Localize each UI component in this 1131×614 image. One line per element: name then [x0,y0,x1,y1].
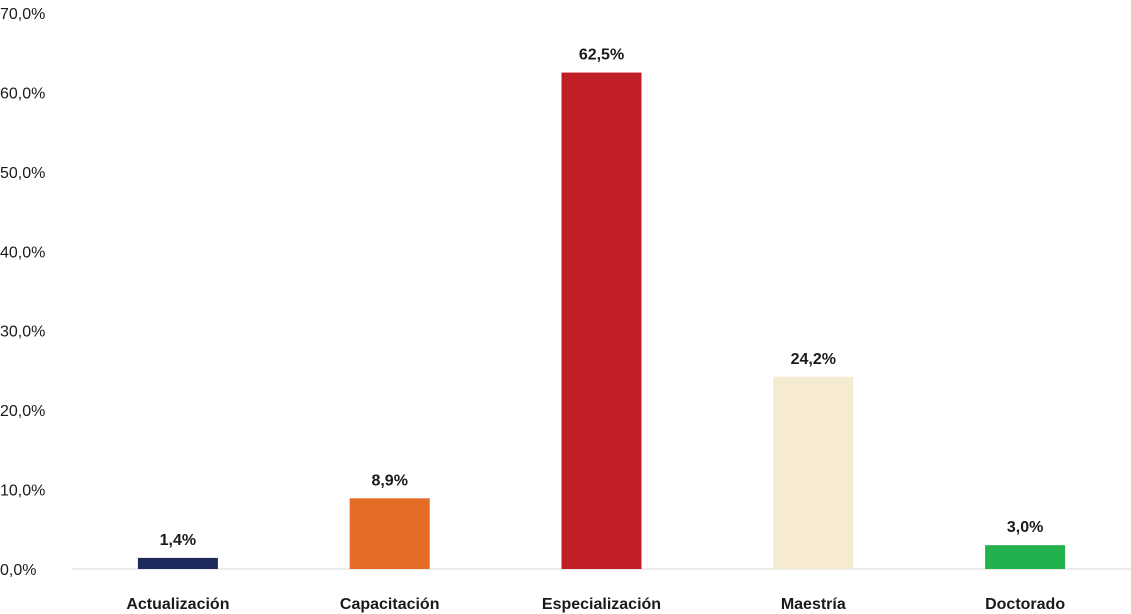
bar [137,557,218,569]
x-tick-label: Maestría [781,596,846,613]
y-axis: 0,0% 10,0% 20,0% 30,0% 40,0% 50,0% 60,0% 70,0% [0,6,45,579]
x-tick-label: Actualización [126,596,229,613]
x-tick-label: Especialización [542,596,661,613]
bar [773,376,854,569]
y-tick-label: 50,0% [0,165,45,182]
y-tick-label: 10,0% [0,483,45,500]
bar [561,72,642,570]
data-label: 3,0% [1007,519,1043,536]
bars [137,72,1066,570]
y-tick-label: 20,0% [0,403,45,420]
data-labels: 1,4% 8,9% 62,5% 24,2% 3,0% [160,47,1044,549]
bar [349,498,430,569]
data-label: 24,2% [791,351,836,368]
y-tick-label: 60,0% [0,85,45,102]
y-tick-label: 30,0% [0,324,45,341]
y-tick-label: 0,0% [0,562,36,579]
x-tick-label: Doctorado [985,596,1065,613]
data-label: 8,9% [371,472,407,489]
x-tick-label: Capacitación [340,596,440,613]
x-axis: Actualización Capacitación Especialización… [126,596,1065,613]
y-tick-label: 70,0% [0,6,45,23]
bar [985,545,1066,569]
y-tick-label: 40,0% [0,244,45,261]
data-label: 62,5% [579,47,624,64]
data-label: 1,4% [160,532,196,549]
